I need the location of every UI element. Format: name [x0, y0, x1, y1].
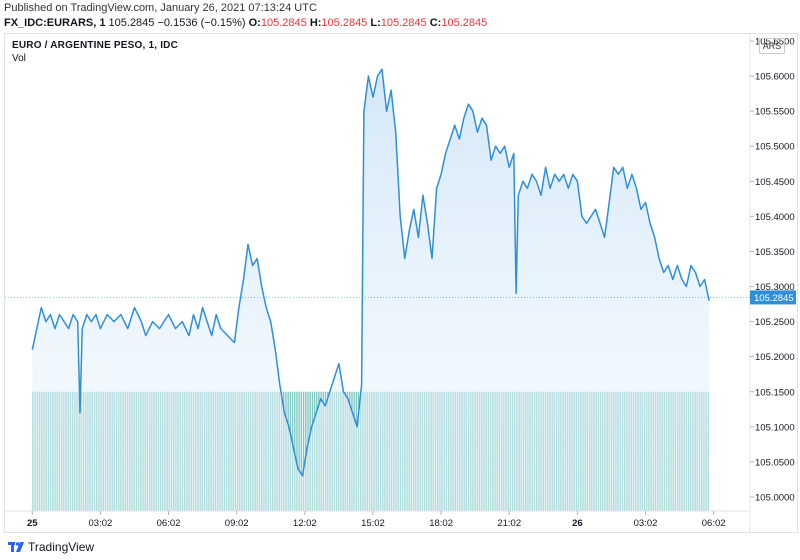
volume-bar [298, 391, 300, 511]
last-price-tag-label: 105.2845 [754, 293, 794, 304]
high-value: 105.2845 [321, 17, 368, 29]
x-tick-label: 21:02 [497, 518, 521, 529]
x-tick-label: 09:02 [225, 518, 249, 529]
x-tick-label: 15:02 [361, 518, 385, 529]
close-value: 105.2845 [441, 17, 488, 29]
y-tick-label: 105.5500 [755, 107, 795, 118]
area-fill [32, 69, 710, 511]
footer-brand-label: TradingView [28, 540, 95, 554]
high-key: H: [309, 17, 322, 29]
y-tick-label: 105.1000 [755, 422, 795, 433]
chart-title: EURO / ARGENTINE PESO, 1, IDC [12, 40, 179, 51]
x-tick-label: 03:02 [634, 518, 658, 529]
footer-brand[interactable]: TradingView [8, 538, 94, 556]
y-tick-label: 105.0500 [755, 457, 795, 468]
quote-bar: FX_IDC:EURARS, 1 105.2845 −0.1536 (−0.15… [4, 17, 487, 29]
last-price-tag-bg [750, 290, 796, 305]
x-tick-label: 03:02 [89, 518, 113, 529]
volume-label: Vol [12, 53, 26, 64]
low-value: 105.2845 [380, 17, 427, 29]
published-caption: Published on TradingView.com, January 26… [4, 2, 317, 14]
y-tick-label: 105.2000 [755, 352, 795, 363]
y-axis: 105.6500 105.6000 105.5500 105.5000 105.4500… [749, 34, 795, 533]
symbol-label: FX_IDC:EURARS, 1 [4, 17, 106, 29]
y-tick-label: 105.3500 [755, 247, 795, 258]
y-tick-label: 105.0000 [755, 492, 795, 503]
volume-bar [305, 391, 307, 511]
y-tick-label: 105.6500 [755, 37, 795, 48]
series-line [31, 68, 710, 477]
y-tick-label: 105.6000 [755, 72, 795, 83]
x-axis: 25 03:02 06:02 09:02 12:02 15:02 18:02 21:02 26 0… [5, 510, 750, 529]
open-key: O: [248, 17, 261, 29]
chart-frame [4, 33, 798, 533]
x-tick-label: 06:02 [702, 518, 726, 529]
x-tick-label: 18:02 [429, 518, 453, 529]
low-key: L: [370, 17, 381, 29]
x-tick-label: 06:02 [157, 518, 181, 529]
last-price-tag: 105.2845 [5, 290, 796, 305]
price-area [32, 69, 710, 511]
y-tick-label: 105.4000 [755, 212, 795, 223]
x-tick-label: 12:02 [293, 518, 317, 529]
currency-badge[interactable]: ARS [759, 38, 785, 54]
price-line [31, 68, 710, 477]
volume-bar [296, 391, 298, 511]
y-tick-label: 105.1500 [755, 387, 795, 398]
y-tick-label: 105.2500 [755, 317, 795, 328]
tradingview-logo-icon [8, 542, 24, 552]
x-tick-label: 26 [572, 518, 583, 529]
price-change: −0.1536 (−0.15%) [157, 17, 246, 29]
volume-bar [300, 391, 303, 511]
open-value: 105.2845 [260, 17, 307, 29]
y-tick-label: 105.3000 [755, 282, 795, 293]
y-tick-label: 105.5000 [755, 142, 795, 153]
x-tick-label: 25 [27, 518, 38, 529]
last-price: 105.2845 [108, 17, 155, 29]
close-key: C: [429, 17, 442, 29]
volume-bar [302, 391, 305, 511]
y-tick-label: 105.4500 [755, 177, 795, 188]
